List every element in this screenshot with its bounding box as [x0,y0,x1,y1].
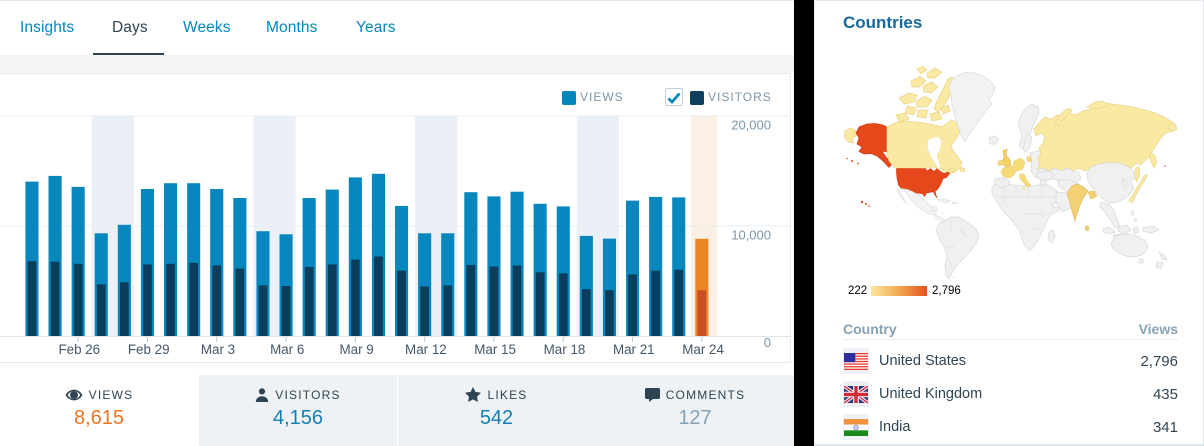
svg-text:Mar 3: Mar 3 [201,342,235,357]
svg-text:10,000: 10,000 [731,228,771,243]
svg-text:Feb 26: Feb 26 [58,342,100,357]
svg-text:Mar 12: Mar 12 [405,342,447,357]
svg-text:20,000: 20,000 [731,118,771,133]
svg-text:Mar 15: Mar 15 [474,342,516,357]
svg-text:Mar 6: Mar 6 [270,342,304,357]
svg-text:Mar 21: Mar 21 [613,342,655,357]
svg-text:Mar 24: Mar 24 [682,342,724,357]
svg-text:Mar 9: Mar 9 [339,342,373,357]
svg-text:Feb 29: Feb 29 [128,342,170,357]
svg-text:0: 0 [764,335,771,350]
svg-text:Mar 18: Mar 18 [544,342,586,357]
